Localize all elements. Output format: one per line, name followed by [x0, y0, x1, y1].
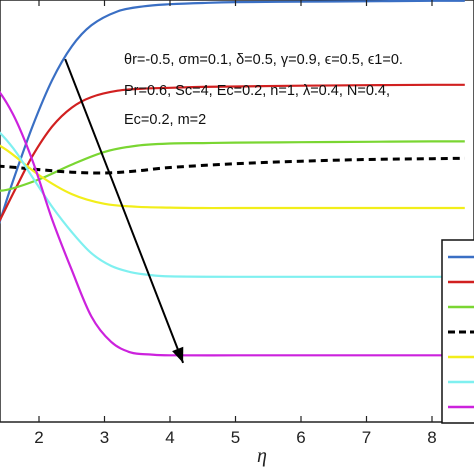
series-line-2	[0, 83, 465, 223]
series-line-1	[0, 0, 465, 225]
annotation-line-2: Pr=0.6, Sc=4, Ec=0.2, n=1, λ=0.4, N=0.4,	[124, 83, 390, 99]
plot-area-border	[0, 0, 474, 423]
x-axis-title: η	[257, 445, 267, 467]
annotation-line-3: Ec=0.2, m=2	[124, 112, 206, 128]
x-tick-label-6: 6	[296, 428, 305, 447]
annotation-block: θr=-0.5, σm=0.1, δ=0.5, γ=0.9, ϵ=0.5, ϵ1…	[124, 52, 403, 128]
series-layer	[0, 0, 465, 357]
trend-arrow-shaft	[64, 58, 185, 364]
legend	[441, 239, 474, 424]
legend-box	[441, 239, 474, 424]
series-line-4	[0, 156, 465, 175]
series-line-5	[0, 144, 465, 210]
x-tick-label-2: 2	[34, 428, 43, 447]
x-tick-label-3: 3	[100, 428, 109, 447]
series-line-7	[0, 90, 465, 357]
x-tick-label-8: 8	[427, 428, 436, 447]
series-line-6	[0, 131, 465, 278]
x-tick-label-5: 5	[231, 428, 240, 447]
x-axis-ticks: 2 3 4 5 6 7 8	[34, 0, 437, 447]
x-tick-label-4: 4	[165, 428, 174, 447]
trend-arrow	[64, 58, 185, 364]
x-tick-label-7: 7	[362, 428, 371, 447]
trend-arrow-head	[172, 346, 184, 363]
annotation-line-1: θr=-0.5, σm=0.1, δ=0.5, γ=0.9, ϵ=0.5, ϵ1…	[124, 52, 403, 68]
